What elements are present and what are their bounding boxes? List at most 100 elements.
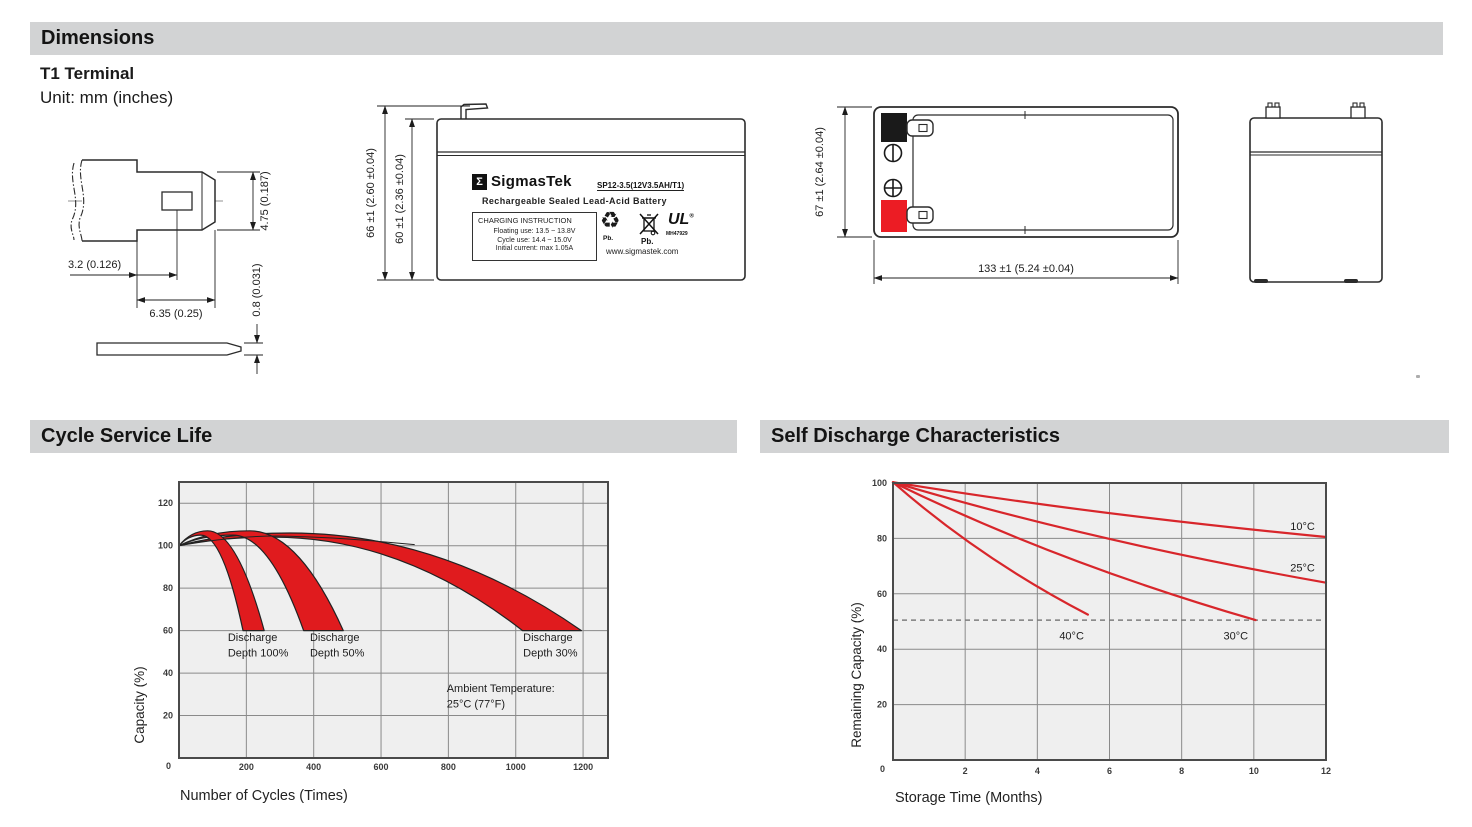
terminal-tab — [460, 103, 489, 119]
battery-front-linework: 66 ±1 (2.60 ±0.04) 60 ±1 (2.36 ±0.04) — [365, 103, 746, 281]
terminal-blade-outline — [82, 159, 216, 242]
charging-line: Cycle use: 14.4 ~ 15.0V — [497, 236, 572, 244]
dim-label-height: 4.75 (0.187) — [259, 171, 271, 230]
positive-terminal — [881, 200, 907, 232]
break-line — [78, 159, 85, 242]
charging-line: Initial current: max 1.05A — [495, 245, 574, 252]
section-header-self-discharge: Self Discharge Characteristics — [760, 420, 1449, 453]
minus-symbol-icon — [883, 143, 903, 163]
sigma-logo-icon: Σ — [472, 174, 487, 190]
tick-label: 1200 — [573, 762, 593, 772]
self-discharge-chart: 10°C 25°C 30°C 40°C 0 2 4 6 8 10 12 20 40 60 80 100 Stor… — [849, 478, 1331, 806]
ul-registered: ® — [689, 213, 694, 220]
tick-label: 60 — [877, 589, 887, 599]
plus-symbol-icon — [883, 178, 903, 198]
ul-file-number: MH47929 — [666, 231, 688, 237]
dim-label-top-height: 67 ±1 (2.64 ±0.04) — [814, 127, 826, 217]
series-label: 30°C — [1224, 630, 1249, 642]
tick-label: 10 — [1249, 766, 1259, 776]
battery-end-outline — [1249, 117, 1383, 283]
series-label: 40°C — [1059, 630, 1084, 642]
tick-label: 100 — [872, 478, 887, 488]
tick-label: 600 — [374, 762, 389, 772]
tick-label: 12 — [1321, 766, 1331, 776]
cycle-service-life-chart: Discharge Depth 100% Discharge Depth 50% Dis… — [132, 481, 609, 804]
tick-label: 1000 — [506, 762, 526, 772]
tick-label: 100 — [158, 541, 173, 551]
end-terminal-tab — [1350, 102, 1366, 119]
plot-frame — [892, 482, 1327, 761]
x-axis-title: Storage Time (Months) — [895, 790, 1042, 806]
annotation: Ambient Temperature: — [447, 683, 555, 695]
ul-mark-icon: UL® — [668, 211, 694, 229]
tick-label: 80 — [163, 583, 173, 593]
tick-label: 20 — [877, 700, 887, 710]
charging-title: CHARGING INSTRUCTION — [478, 216, 572, 225]
x-axis-title: Number of Cycles (Times) — [180, 788, 348, 804]
annotation: Discharge — [310, 632, 360, 644]
tick-label: 60 — [163, 626, 173, 636]
section-header-dimensions: Dimensions — [30, 22, 1443, 55]
unit-note: Unit: mm (inches) — [40, 88, 174, 107]
annotation: Discharge — [228, 632, 278, 644]
discharge-band — [178, 530, 344, 632]
tick-label: 2 — [963, 766, 968, 776]
plot-frame — [178, 481, 609, 759]
tick-label: 80 — [877, 533, 887, 543]
terminal-edge-view — [96, 342, 242, 356]
annotation: Depth 100% — [228, 647, 289, 659]
bin-pb-text: Pb. — [641, 237, 654, 246]
envelope-curve — [178, 535, 415, 547]
dim-label-thickness: 0.8 (0.031) — [251, 263, 263, 316]
dim-label-top-width: 133 ±1 (5.24 ±0.04) — [978, 263, 1074, 275]
tick-label: 0 — [166, 761, 171, 771]
tick-label: 40 — [877, 644, 887, 654]
battery-subtitle: Rechargeable Sealed Lead-Acid Battery — [482, 196, 667, 206]
series-line-40 — [891, 481, 1089, 616]
battery-top-inner — [912, 114, 1174, 231]
series-line-30 — [891, 481, 1257, 622]
battery-end-view — [1249, 102, 1383, 283]
t1-terminal-drawing: 4.75 (0.187) 3.2 (0.126) 6.35 (0.25) 0.8… — [68, 159, 271, 374]
series-label: 10°C — [1290, 521, 1315, 533]
discharge-band — [178, 530, 265, 632]
charging-line: Floating use: 13.5 ~ 13.8V — [493, 228, 576, 235]
recycle-pb-icon: ♻ — [600, 208, 621, 234]
positive-tab-hole — [918, 210, 928, 220]
negative-tab-hole — [918, 123, 928, 133]
annotation: Depth 30% — [523, 647, 578, 659]
print-speck — [1416, 375, 1420, 378]
tick-label: 200 — [239, 762, 254, 772]
series-line-25 — [891, 481, 1328, 584]
section-header-cycle-service-life: Cycle Service Life — [30, 420, 737, 453]
annotation: Discharge — [523, 632, 573, 644]
tick-label: 6 — [1107, 766, 1112, 776]
tick-label: 20 — [163, 711, 173, 721]
series-label: 25°C — [1290, 562, 1315, 574]
tick-label: 0 — [880, 764, 885, 774]
tick-label: 40 — [163, 668, 173, 678]
tick-label: 800 — [441, 762, 456, 772]
crossed-bin-pb-icon — [639, 213, 659, 236]
ul-letters: UL — [668, 211, 690, 228]
tick-label: 120 — [158, 498, 173, 508]
annotation: 25°C (77°F) — [447, 698, 505, 710]
y-axis-title: Capacity (%) — [132, 666, 147, 743]
dim-label-outer-height: 66 ±1 (2.60 ±0.04) — [365, 148, 377, 238]
recycle-pb-text: Pb. — [603, 235, 614, 242]
negative-terminal — [881, 113, 907, 142]
tick-label: 4 — [1035, 766, 1040, 776]
battery-top-view: 67 ±1 (2.64 ±0.04) 133 ±1 (5.24 ±0.04) — [814, 106, 1179, 284]
y-axis-title: Remaining Capacity (%) — [849, 602, 864, 748]
battery-case — [436, 118, 746, 281]
series-line-10 — [891, 481, 1328, 539]
dim-label-width: 6.35 (0.25) — [149, 308, 202, 320]
model-number: SP12-3.5(12V3.5AH/T1) — [597, 181, 685, 191]
charging-instruction-box: CHARGING INSTRUCTION Floating use: 13.5 … — [472, 212, 597, 261]
battery-foot — [1344, 279, 1358, 283]
tick-label: 400 — [306, 762, 321, 772]
t1-terminal-title: T1 Terminal — [40, 64, 135, 83]
dim-label-offset: 3.2 (0.126) — [68, 259, 121, 271]
battery-front-view: 66 ±1 (2.60 ±0.04) 60 ±1 (2.36 ±0.04) Σ … — [360, 95, 760, 295]
